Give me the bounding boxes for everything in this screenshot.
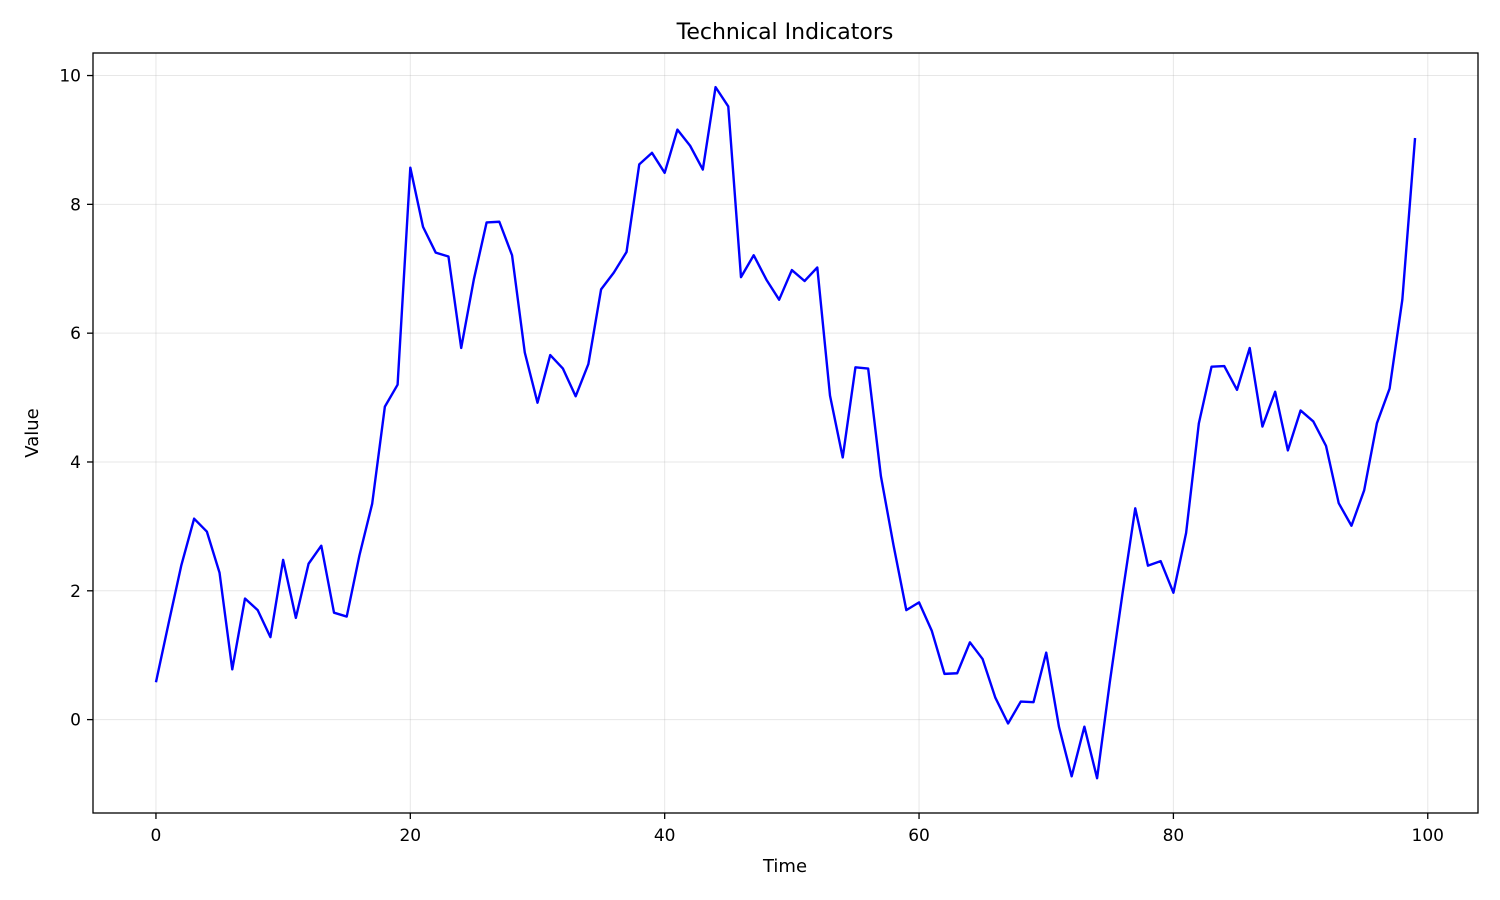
y-tick-label: 8 — [70, 195, 81, 215]
series-line-0 — [154, 85, 1417, 780]
x-axis: 0 20 40 60 80 100 — [151, 813, 1444, 846]
grid — [93, 53, 1478, 813]
y-tick-label: 4 — [70, 453, 81, 473]
series-layer — [154, 85, 1417, 780]
x-axis-label: Time — [762, 856, 807, 877]
y-tick-label: 0 — [70, 711, 81, 731]
x-tick-label: 20 — [399, 826, 421, 846]
y-tick-label: 6 — [70, 324, 81, 344]
plot-frame — [92, 52, 1479, 814]
x-tick-label: 40 — [654, 826, 676, 846]
x-tick-label: 80 — [1163, 826, 1185, 846]
x-tick-label: 60 — [908, 826, 930, 846]
x-tick-label: 0 — [151, 826, 162, 846]
y-axis: 0 2 4 6 8 10 — [59, 67, 93, 731]
y-tick-label: 10 — [59, 67, 81, 87]
x-tick-label: 100 — [1412, 826, 1444, 846]
chart-title: Technical Indicators — [676, 20, 894, 45]
y-axis-label: Value — [22, 408, 43, 457]
y-tick-label: 2 — [70, 582, 81, 602]
